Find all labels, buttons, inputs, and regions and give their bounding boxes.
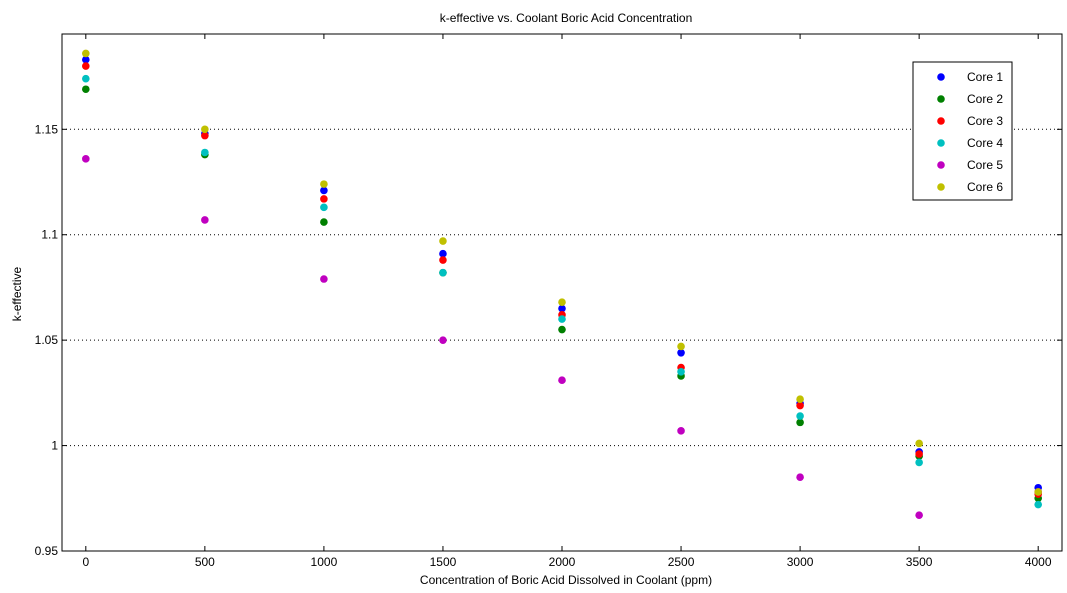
legend-label: Core 6 xyxy=(967,180,1003,194)
x-tick-label: 0 xyxy=(82,555,89,569)
data-points xyxy=(82,49,1042,519)
point-core-1-1500 xyxy=(439,249,447,258)
point-core-1-2000 xyxy=(558,304,566,313)
point-core-5-3000 xyxy=(796,473,804,482)
legend-label: Core 4 xyxy=(967,136,1003,150)
point-core-6-1500 xyxy=(439,237,447,245)
point-core-3-1500 xyxy=(439,256,447,264)
legend-label: Core 1 xyxy=(967,70,1003,84)
point-core-6-1000 xyxy=(320,180,328,188)
point-core-3-3500 xyxy=(915,450,923,458)
y-tick-label: 1.15 xyxy=(35,122,59,136)
chart-title: k-effective vs. Coolant Boric Acid Conce… xyxy=(440,11,693,25)
point-core-6-4000 xyxy=(1034,488,1042,496)
y-axis-label: k-effective xyxy=(10,266,24,321)
point-core-1-2500 xyxy=(677,349,685,357)
legend-marker xyxy=(937,183,945,191)
legend-label: Core 2 xyxy=(967,92,1003,106)
y-tick-label: 1 xyxy=(51,439,58,453)
point-core-4-0 xyxy=(82,74,90,83)
x-tick-label: 1000 xyxy=(311,555,338,569)
point-core-6-500 xyxy=(201,125,209,134)
x-tick-label: 1500 xyxy=(430,555,457,569)
point-core-4-3500 xyxy=(915,458,923,467)
legend-marker xyxy=(937,139,945,147)
plot-axes: 0 500 1000 1500 2000 2500 3000 3500 4000 0.95 1 1.0… xyxy=(35,33,1063,569)
point-core-2-3000 xyxy=(796,418,804,427)
point-core-4-1000 xyxy=(320,203,328,212)
point-core-5-3500 xyxy=(915,511,923,519)
legend-marker xyxy=(937,73,945,81)
point-core-1-1000 xyxy=(320,186,328,195)
point-core-4-4000 xyxy=(1034,500,1042,509)
point-core-3-0 xyxy=(82,62,90,70)
legend-label: Core 3 xyxy=(967,114,1003,128)
x-tick-label: 2500 xyxy=(668,555,695,569)
point-core-2-0 xyxy=(82,85,90,94)
x-tick-label: 3500 xyxy=(906,555,933,569)
x-tick-label: 500 xyxy=(195,555,215,569)
point-core-2-1000 xyxy=(320,218,328,226)
point-core-4-3000 xyxy=(796,412,804,420)
x-tick-label: 4000 xyxy=(1025,555,1052,569)
x-tick-label: 3000 xyxy=(787,555,814,569)
y-tick-label: 0.95 xyxy=(35,544,59,558)
point-core-4-500 xyxy=(201,148,209,157)
point-core-6-3000 xyxy=(796,395,804,403)
point-core-3-1000 xyxy=(320,195,328,203)
point-core-6-3500 xyxy=(915,439,923,448)
point-core-4-2000 xyxy=(558,315,566,323)
point-core-6-2000 xyxy=(558,298,566,306)
grid-lines xyxy=(62,128,1062,552)
legend: Core 1 Core 2 Core 3 Core 4 Core 5 Core 6 xyxy=(912,61,1013,201)
point-core-5-0 xyxy=(82,155,90,163)
point-core-4-1500 xyxy=(439,268,447,277)
point-core-4-2500 xyxy=(677,367,685,376)
point-core-2-2000 xyxy=(558,325,566,334)
point-core-5-500 xyxy=(201,216,209,224)
legend-marker xyxy=(937,161,945,169)
point-core-5-2500 xyxy=(677,427,685,435)
y-tick-label: 1.1 xyxy=(41,228,58,242)
point-core-3-3000 xyxy=(796,401,804,410)
legend-marker xyxy=(937,95,945,103)
point-core-5-1500 xyxy=(439,336,447,344)
point-core-5-1000 xyxy=(320,275,328,283)
point-core-3-500 xyxy=(201,131,209,140)
legend-box xyxy=(912,61,1013,201)
x-axis-label: Concentration of Boric Acid Dissolved in… xyxy=(420,573,712,587)
point-core-5-2000 xyxy=(558,376,566,385)
x-tick-label: 2000 xyxy=(549,555,576,569)
point-core-6-0 xyxy=(82,49,90,58)
y-tick-label: 1.05 xyxy=(35,333,59,347)
legend-label: Core 5 xyxy=(967,158,1003,172)
point-core-1-0 xyxy=(82,55,90,64)
plot-frame xyxy=(61,33,1063,552)
point-core-6-2500 xyxy=(677,342,685,351)
legend-marker xyxy=(937,117,945,125)
